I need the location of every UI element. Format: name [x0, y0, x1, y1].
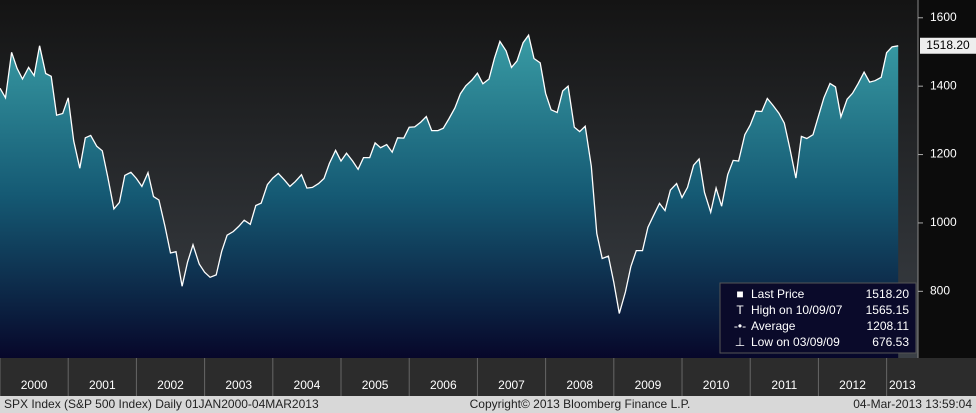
- legend-label: Average: [751, 319, 796, 333]
- legend-box: [719, 282, 917, 354]
- last-price-label: 1518.20: [926, 38, 970, 52]
- legend-value: 1565.15: [866, 303, 910, 317]
- legend-label: Low on 03/09/09: [751, 335, 840, 349]
- x-tick-label: 2004: [294, 378, 321, 392]
- y-tick-label: 1600: [930, 10, 957, 24]
- legend-value: 1518.20: [866, 287, 910, 301]
- x-tick-label: 2013: [889, 378, 916, 392]
- legend-value: 676.53: [872, 335, 909, 349]
- legend-label: Last Price: [751, 287, 805, 301]
- legend-icon: T: [736, 303, 744, 317]
- y-tick-label: 1400: [930, 78, 957, 92]
- y-tick-label: 1200: [930, 147, 957, 161]
- footer-band: [0, 396, 976, 413]
- price-line: [0, 33, 899, 314]
- x-tick-label: 2003: [225, 378, 252, 392]
- y-tick-label: 800: [930, 283, 950, 297]
- x-tick-label: 2010: [703, 378, 730, 392]
- last-price-tag: [920, 37, 976, 54]
- x-axis-band: [0, 358, 976, 396]
- y-axis-band: [918, 0, 976, 358]
- x-tick-label: 2001: [89, 378, 116, 392]
- y-tick-label: 1000: [930, 215, 957, 229]
- legend-value: 1208.11: [867, 319, 910, 333]
- legend-icon: ⊥: [735, 335, 745, 349]
- x-tick-label: 2008: [566, 378, 593, 392]
- x-tick-label: 2006: [430, 378, 457, 392]
- footer-right: 04-Mar-2013 13:59:04: [853, 397, 972, 411]
- footer-left: SPX Index (S&P 500 Index) Daily 01JAN200…: [4, 397, 319, 411]
- x-tick-label: 2011: [771, 378, 797, 392]
- legend-icon: -•-: [734, 319, 746, 333]
- x-tick-label: 2005: [362, 378, 389, 392]
- legend-icon: ■: [736, 287, 743, 301]
- x-tick-label: 2002: [157, 378, 184, 392]
- x-tick-label: 2000: [21, 378, 48, 392]
- footer-center: Copyright© 2013 Bloomberg Finance L.P.: [470, 397, 691, 411]
- legend-label: High on 10/09/07: [751, 303, 843, 317]
- area: [0, 35, 899, 358]
- x-tick-label: 2009: [635, 378, 662, 392]
- legend: ■ Last Price 1518.20 T High on 10/09/07 1565.…: [719, 282, 917, 354]
- x-tick-label: 2007: [498, 378, 525, 392]
- x-tick-label: 2012: [839, 378, 866, 392]
